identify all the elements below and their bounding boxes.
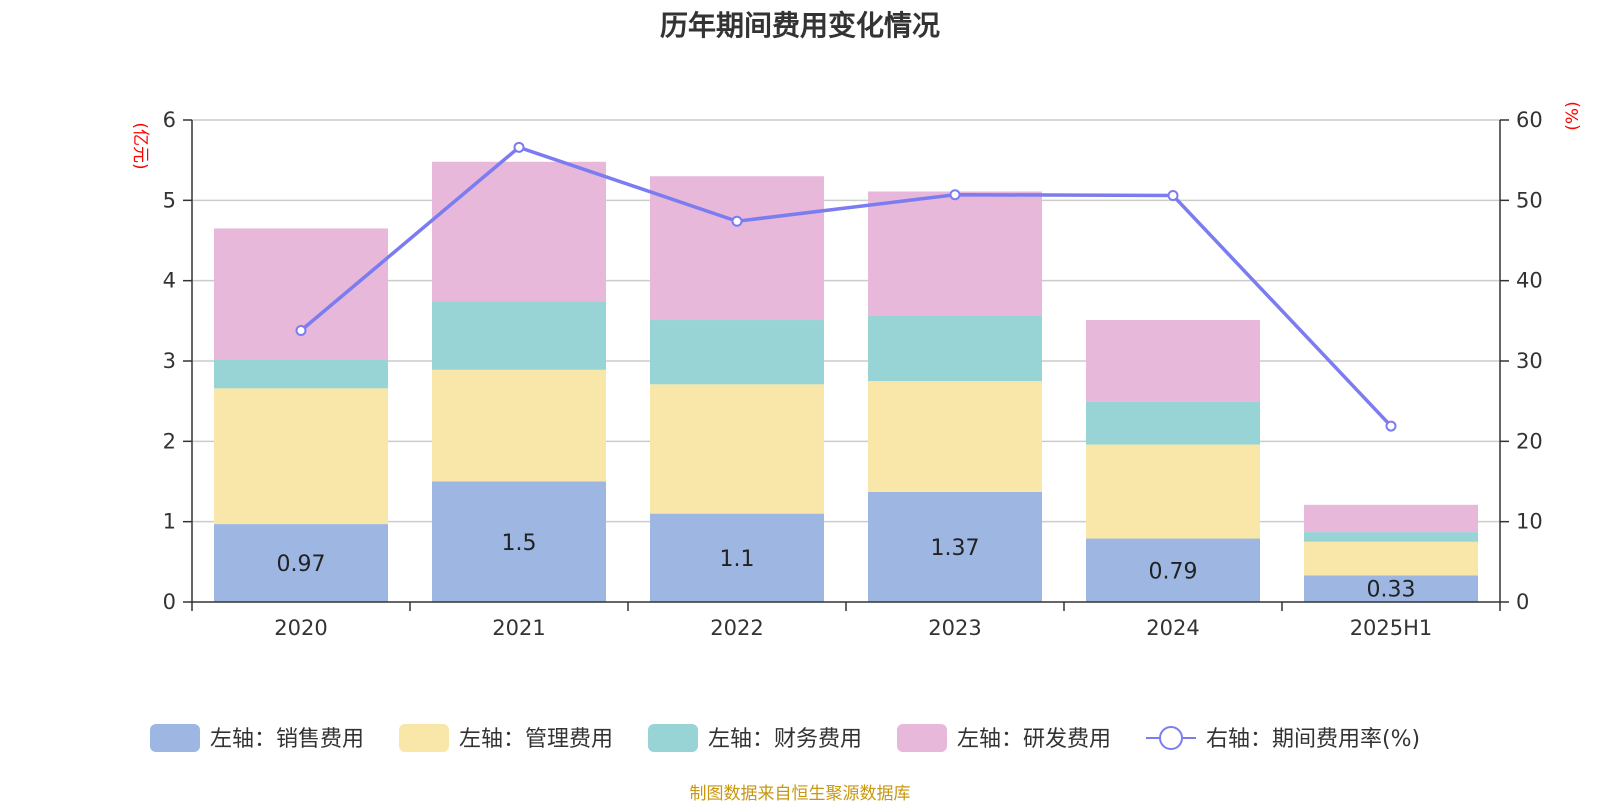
chart-title: 历年期间费用变化情况 [659, 9, 940, 42]
left-axis-unit: (亿元) [130, 122, 150, 169]
right-tick-label: 30 [1516, 349, 1543, 373]
x-tick-label: 2020 [274, 616, 327, 640]
bar-segment [214, 388, 388, 525]
bar-segment [868, 491, 1042, 602]
rate-point [1385, 420, 1397, 432]
rate-point [295, 324, 307, 336]
bar-data-label: 1.37 [931, 536, 980, 561]
left-tick-label: 1 [163, 510, 176, 534]
bar-data-label: 0.97 [277, 552, 326, 577]
rate-point [949, 189, 961, 201]
left-tick-label: 6 [163, 108, 176, 132]
bar-segment [1086, 320, 1260, 402]
bar-segment [650, 513, 824, 602]
rate-point [513, 141, 525, 153]
left-tick-label: 2 [163, 429, 176, 453]
left-tick-label: 5 [163, 188, 176, 212]
rate-point [1167, 190, 1179, 202]
bar-segment [650, 384, 824, 514]
legend-label: 左轴：销售费用 [210, 727, 364, 752]
right-tick-label: 0 [1516, 590, 1529, 614]
legend-swatch [399, 724, 449, 752]
bar-segment [1304, 575, 1478, 602]
legend-label: 左轴：管理费用 [459, 727, 613, 752]
data-labels: 0.97 1.5 1.1 1.37 0.79 0.33 [277, 531, 1416, 603]
source-note: 制图数据来自恒生聚源数据库 [689, 784, 911, 804]
legend-swatch [897, 724, 947, 752]
bar-segment [1086, 444, 1260, 539]
bars [214, 161, 1478, 602]
left-tick-label: 4 [163, 269, 176, 293]
right-tick-label: 20 [1516, 429, 1543, 453]
right-tick-label: 10 [1516, 510, 1543, 534]
bar-segment [1086, 401, 1260, 445]
x-tick-label: 2025H1 [1350, 616, 1433, 640]
legend: 左轴：销售费用 左轴：管理费用 左轴：财务费用 左轴：研发费用 右轴：期间费用率(%) [150, 724, 1420, 752]
right-tick-label: 40 [1516, 269, 1543, 293]
bar-segment [214, 524, 388, 602]
legend-label: 左轴：研发费用 [957, 727, 1111, 752]
bar-data-label: 0.33 [1367, 578, 1416, 603]
legend-marker [1159, 726, 1183, 750]
bar-segment [868, 316, 1042, 382]
bar-segment [432, 369, 606, 482]
bar-data-label: 0.79 [1149, 559, 1198, 584]
bar-segment [1086, 538, 1260, 602]
rate-point [731, 215, 743, 227]
bar-segment [1304, 504, 1478, 533]
bar-segment [1304, 532, 1478, 542]
bar-segment [650, 176, 824, 321]
legend-label: 左轴：财务费用 [708, 727, 862, 752]
x-tick-label: 2022 [710, 616, 763, 640]
legend-label: 右轴：期间费用率(%) [1206, 727, 1420, 752]
bar-segment [214, 228, 388, 360]
bar-segment [650, 320, 824, 385]
bar-segment [1304, 541, 1478, 576]
bar-segment [868, 191, 1042, 317]
left-tick-label: 3 [163, 349, 176, 373]
bar-segment [868, 381, 1042, 492]
x-tick-label: 2021 [492, 616, 545, 640]
legend-swatch [648, 724, 698, 752]
rate-line-path [299, 145, 1393, 428]
legend-swatch [150, 724, 200, 752]
x-tick-label: 2023 [928, 616, 981, 640]
rate-line [295, 141, 1397, 432]
right-tick-label: 60 [1516, 108, 1543, 132]
x-tick-label: 2024 [1146, 616, 1199, 640]
bar-data-label: 1.5 [502, 531, 537, 556]
left-tick-label: 0 [163, 590, 176, 614]
bar-segment [432, 161, 606, 302]
right-tick-label: 50 [1516, 188, 1543, 212]
bar-data-label: 1.1 [720, 547, 755, 572]
bar-segment [214, 359, 388, 389]
gridlines [192, 119, 1500, 523]
bar-segment [432, 481, 606, 602]
bar-segment [432, 301, 606, 370]
right-axis-unit: (%) [1563, 101, 1583, 130]
